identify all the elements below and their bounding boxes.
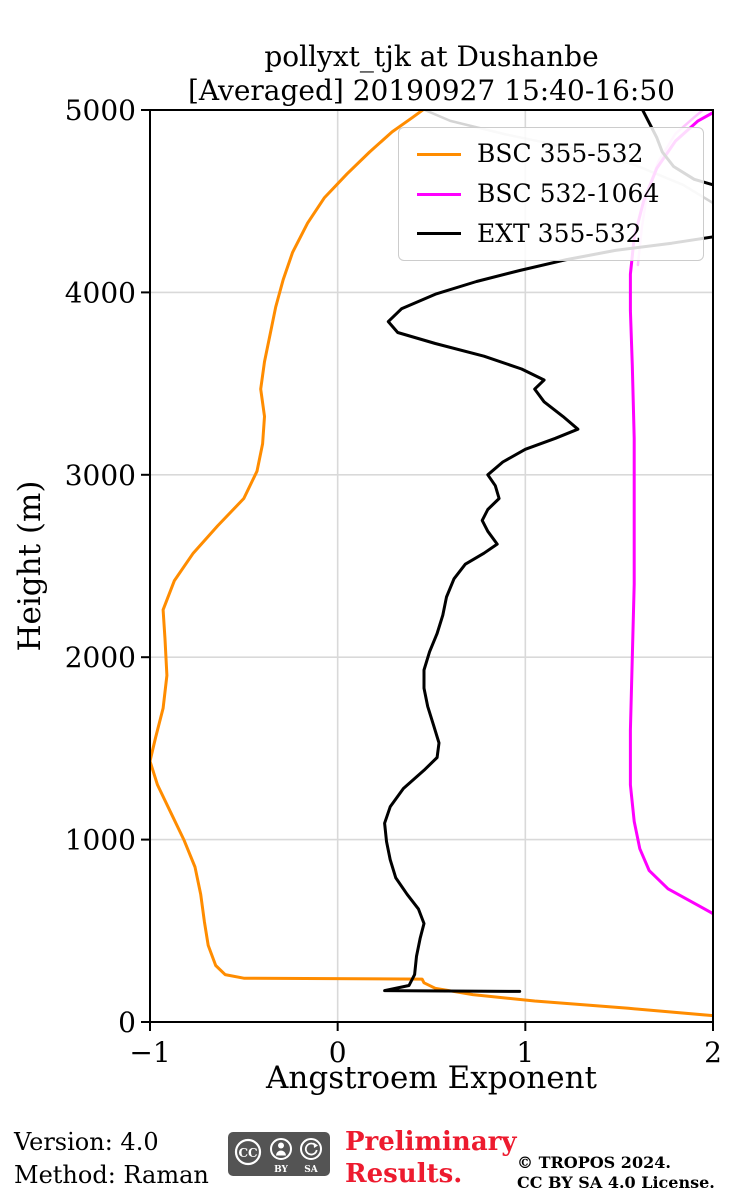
sa-text: SA: [304, 1165, 318, 1175]
preliminary-line2: Results.: [345, 1159, 463, 1189]
series-line-ext-355-532: [383, 110, 713, 993]
preliminary-note: Preliminary Results.: [345, 1126, 517, 1190]
x-tick-label: 2: [704, 1036, 722, 1069]
legend-label: BSC 532-1064: [477, 178, 660, 208]
legend-entry: BSC 355-532: [417, 139, 685, 169]
legend-label: EXT 355-532: [477, 218, 642, 248]
legend-swatch: [417, 232, 461, 236]
legend: BSC 355-532 BSC 532-1064 EXT 355-532: [398, 127, 704, 262]
axes-frame: [149, 109, 714, 1023]
y-tick-label: 1000: [65, 824, 136, 857]
by-text: BY: [274, 1165, 288, 1175]
y-tick-label: 0: [118, 1006, 136, 1039]
copyright-note: © TROPOS 2024. CC BY SA 4.0 License.: [517, 1153, 715, 1193]
chart-title: pollyxt_tjk at Dushanbe: [264, 40, 599, 73]
copyright-line2: CC BY SA 4.0 License.: [517, 1173, 715, 1192]
legend-entry: EXT 355-532: [417, 218, 685, 249]
version-label: Version: 4.0: [14, 1128, 159, 1156]
x-tick-label: −1: [129, 1036, 170, 1069]
x-axis-label: Angstroem Exponent: [266, 1060, 597, 1096]
cc-text: CC: [238, 1146, 257, 1160]
copyright-line1: © TROPOS 2024.: [517, 1153, 671, 1172]
preliminary-line1: Preliminary: [345, 1127, 517, 1157]
legend-swatch: [417, 192, 461, 196]
y-axis-label: Height (m): [12, 480, 48, 652]
sa-arrows-icon: [300, 1138, 322, 1160]
cc-icon: CC: [234, 1138, 262, 1166]
x-tick-label: 0: [329, 1036, 347, 1069]
legend-label: BSC 355-532: [477, 139, 644, 168]
by-person-icon: [270, 1138, 292, 1160]
y-tick-label: 5000: [65, 94, 136, 127]
cc-by-sa-badge: CC BY SA: [228, 1132, 330, 1176]
y-tick-label: 3000: [65, 459, 136, 492]
y-tick-label: 4000: [65, 276, 136, 309]
y-tick-label: 2000: [65, 641, 136, 674]
legend-entry: BSC 532-1064: [417, 178, 685, 209]
method-label: Method: Raman: [14, 1161, 209, 1189]
x-tick-label: 1: [516, 1036, 534, 1069]
series-line-bsc-355-532: [150, 110, 713, 1018]
chart-subtitle: [Averaged] 20190927 15:40-16:50: [188, 74, 675, 107]
legend-swatch: [417, 152, 461, 156]
